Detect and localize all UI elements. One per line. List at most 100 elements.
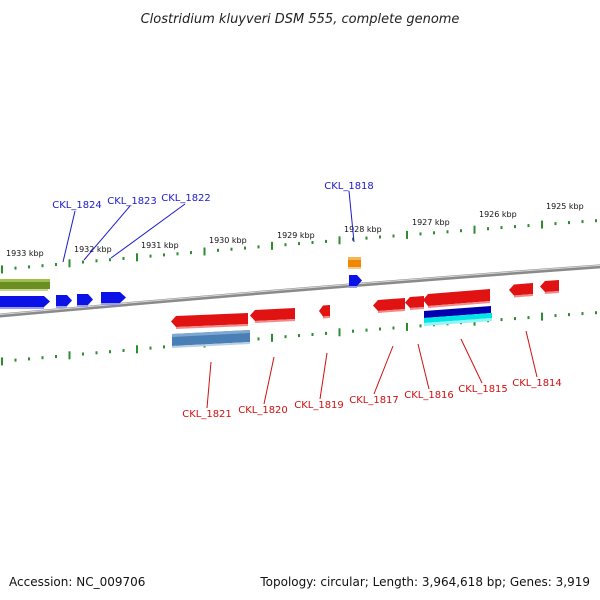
kbp-tick-upper-10	[136, 253, 138, 262]
kbp-tick-lower-9	[122, 349, 125, 352]
gene-label-ckl-1814[interactable]: CKL_1814	[512, 378, 562, 389]
kbp-tick-lower-31	[419, 324, 422, 328]
reverse-gene-arrow-ckl-1815[interactable]	[423, 289, 490, 308]
cyan-gene-block[interactable]	[424, 313, 492, 326]
kbp-tick-lower-38	[514, 317, 516, 321]
kbp-label-1929: 1929 kbp	[277, 231, 315, 240]
forward-gene-arrow-ckl-1818[interactable]	[349, 275, 362, 288]
gene-callout-lines	[62, 190, 538, 409]
kbp-tick-upper-19	[257, 245, 260, 249]
kbp-tick-lower-8	[109, 350, 111, 354]
kbp-tick-upper-2	[28, 265, 30, 269]
kbp-tick-upper-5	[68, 259, 71, 268]
reverse-gene-arrow-far-right[interactable]	[540, 280, 559, 294]
kbp-tick-lower-26	[352, 329, 354, 333]
kbp-tick-upper-4	[55, 263, 57, 266]
callout-line-ckl-1822	[110, 203, 186, 259]
kbp-tick-lower-41	[554, 314, 557, 318]
gene-label-ckl-1817[interactable]: CKL_1817	[349, 395, 399, 406]
forward-gene-arrow-d[interactable]	[101, 292, 126, 305]
gene-label-ckl-1820[interactable]: CKL_1820	[238, 405, 288, 416]
gene-label-ckl-1819[interactable]: CKL_1819	[294, 400, 344, 411]
forward-gene-arrow-a[interactable]	[0, 296, 50, 309]
genome-backbone-highlight	[0, 264, 600, 316]
kbp-tick-upper-22	[298, 242, 300, 246]
orange-gene-block[interactable]	[348, 257, 361, 269]
genome-backbone	[0, 264, 600, 318]
reverse-gene-arrow-ckl-1814[interactable]	[509, 283, 533, 298]
reverse-gene-arrow-ckl-1820[interactable]	[250, 308, 295, 323]
olive-gene-block[interactable]	[0, 279, 50, 291]
callout-line-ckl-1821	[206, 361, 212, 409]
reverse-gene-arrow-ckl-1821[interactable]	[171, 313, 248, 329]
kbp-tick-upper-9	[122, 257, 125, 260]
reverse-gene-arrow-ckl-1817[interactable]	[373, 298, 405, 313]
kbp-tick-lower-19	[257, 337, 260, 341]
kbp-tick-lower-21	[284, 335, 287, 339]
callout-line-ckl-1824	[62, 210, 76, 263]
callout-line-ckl-1819	[319, 352, 328, 400]
kbp-tick-upper-28	[379, 235, 381, 239]
callout-line-ckl-1817	[373, 345, 394, 395]
accession-text: Accession: NC_009706	[9, 575, 145, 589]
gene-label-ckl-1815[interactable]: CKL_1815	[458, 384, 508, 395]
kbp-tick-lower-39	[527, 316, 530, 320]
kbp-tick-upper-0	[1, 265, 3, 274]
kbp-tick-upper-6	[82, 260, 84, 264]
kbp-tick-lower-4	[55, 355, 57, 358]
gene-label-ckl-1823[interactable]: CKL_1823	[107, 196, 157, 207]
kbp-tick-upper-18	[244, 246, 246, 250]
kbp-tick-upper-43	[581, 220, 584, 224]
kbp-tick-lower-43	[581, 312, 584, 316]
kbp-tick-upper-12	[163, 253, 165, 257]
forward-gene-arrow-c[interactable]	[77, 294, 93, 307]
kbp-tick-lower-11	[149, 346, 152, 350]
kbp-tick-lower-25	[338, 328, 341, 337]
kbp-tick-upper-42	[568, 221, 570, 225]
kbp-tick-upper-17	[230, 247, 233, 251]
reverse-gene-arrow-ckl-1819[interactable]	[319, 305, 330, 319]
kbp-tick-upper-30	[406, 230, 408, 239]
forward-strand-genes	[0, 257, 362, 309]
kbp-tick-upper-7	[95, 259, 98, 263]
kbp-tick-upper-38	[514, 225, 516, 229]
kbp-tick-lower-6	[82, 352, 84, 356]
kbp-tick-upper-34	[460, 229, 462, 233]
kbp-label-1926: 1926 kbp	[479, 210, 517, 219]
forward-gene-arrow-b[interactable]	[56, 295, 72, 308]
callout-line-ckl-1814	[525, 330, 538, 378]
kbp-tick-lower-10	[136, 345, 138, 354]
navy-gene-block[interactable]	[424, 306, 491, 318]
kbp-tick-upper-40	[541, 220, 543, 229]
kbp-label-1928: 1928 kbp	[344, 225, 382, 234]
kbp-tick-upper-1	[14, 266, 17, 270]
steelblue-gene-block[interactable]	[172, 330, 250, 348]
kbp-tick-upper-15	[203, 247, 206, 256]
gene-label-ckl-1822[interactable]: CKL_1822	[161, 193, 211, 204]
gene-label-ckl-1824[interactable]: CKL_1824	[52, 200, 102, 211]
kbp-tick-upper-20	[271, 241, 273, 250]
callout-line-ckl-1815	[460, 338, 483, 384]
kbp-tick-upper-41	[554, 222, 557, 226]
kbp-tick-upper-11	[149, 254, 152, 258]
gene-label-ckl-1818[interactable]: CKL_1818	[324, 181, 374, 192]
kbp-tick-lower-12	[163, 345, 165, 349]
kbp-tick-upper-39	[527, 224, 530, 228]
gene-label-ckl-1821[interactable]: CKL_1821	[182, 409, 232, 420]
kbp-tick-lower-5	[68, 351, 71, 360]
kbp-tick-upper-3	[41, 264, 44, 268]
gene-label-ckl-1816[interactable]: CKL_1816	[404, 390, 454, 401]
kbp-tick-upper-32	[433, 231, 435, 235]
kbp-tick-upper-37	[500, 226, 503, 230]
kbp-tick-lower-0	[1, 357, 3, 366]
reverse-strand-genes	[171, 280, 559, 348]
kbp-label-1933: 1933 kbp	[6, 249, 44, 258]
kbp-tick-upper-24	[325, 239, 327, 243]
kbp-tick-track-upper	[1, 219, 597, 274]
kbp-label-1931: 1931 kbp	[141, 241, 179, 250]
kbp-tick-upper-25	[338, 236, 341, 245]
genome-stats-text: Topology: circular; Length: 3,964,618 bp…	[259, 575, 590, 589]
reverse-gene-arrow-ckl-1816[interactable]	[405, 296, 424, 310]
kbp-tick-lower-24	[325, 331, 327, 335]
